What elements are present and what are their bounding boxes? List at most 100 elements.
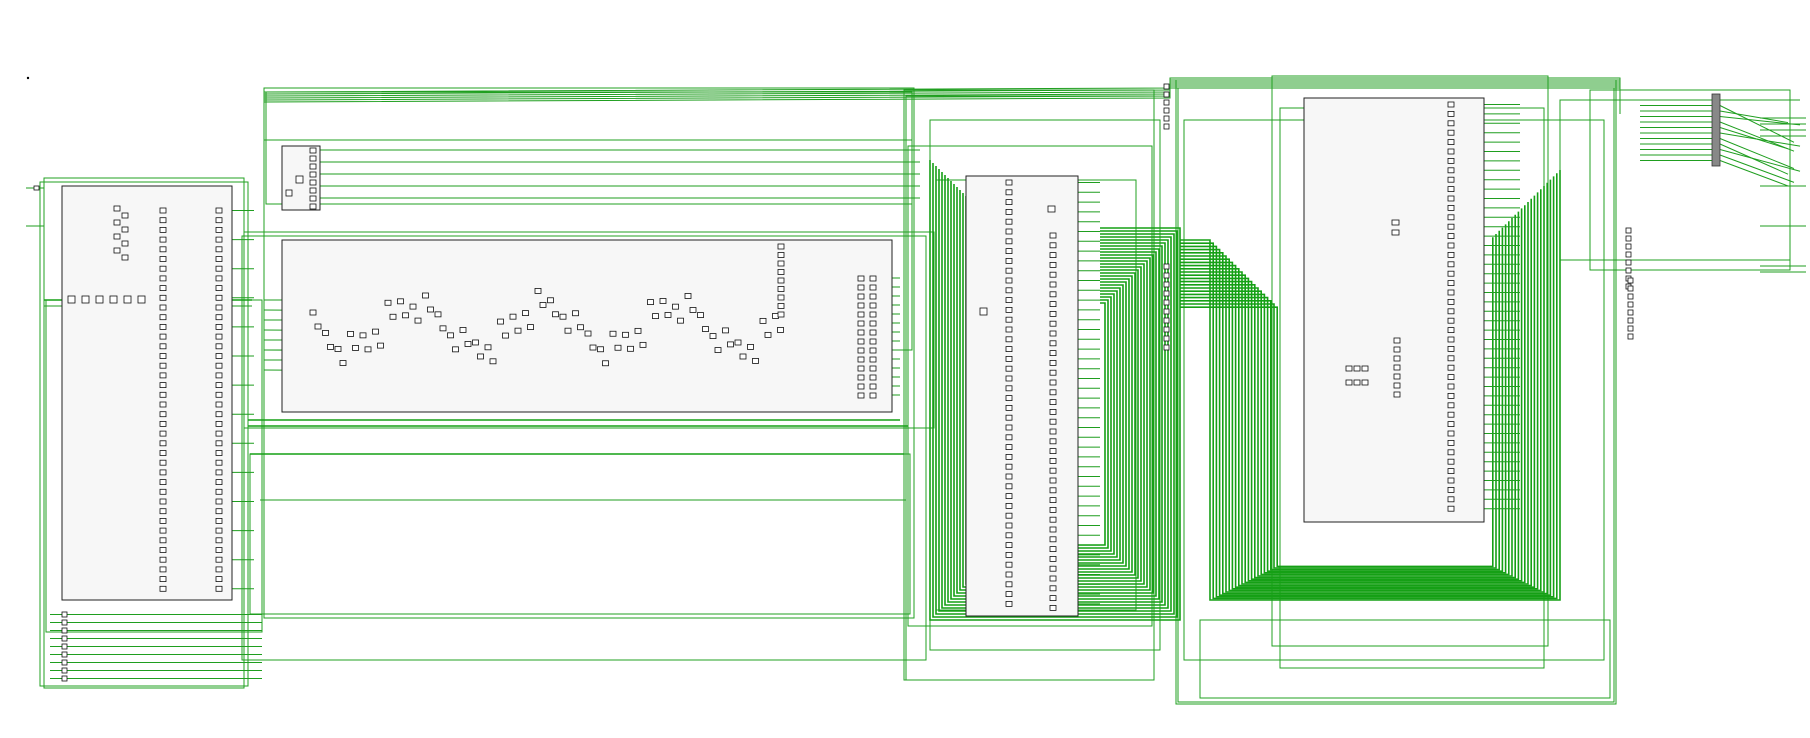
leaf-cell	[1049, 438, 1057, 445]
leaf-cell	[869, 311, 877, 318]
leaf-cell	[1361, 365, 1369, 372]
leaf-cell	[869, 356, 877, 363]
port-pin	[1625, 227, 1632, 234]
leaf-cell	[484, 344, 492, 351]
net-wire	[956, 187, 1154, 594]
leaf-cell	[215, 566, 223, 573]
block-5[interactable]	[1303, 97, 1485, 523]
leaf-cell	[1005, 424, 1013, 431]
leaf-cell	[215, 236, 223, 243]
leaf-cell	[539, 302, 547, 308]
leaf-cell	[1447, 336, 1455, 343]
leaf-cell	[1393, 373, 1401, 380]
leaf-cell	[215, 314, 223, 321]
leaf-cell	[564, 327, 572, 334]
leaf-cell	[67, 295, 76, 304]
net-wire	[962, 193, 1148, 588]
leaf-cell	[215, 556, 223, 563]
leaf-cell	[869, 365, 877, 372]
port-pin	[61, 659, 68, 666]
leaf-cell	[215, 256, 223, 262]
leaf-cell	[1005, 571, 1013, 578]
leaf-cell	[1447, 233, 1455, 240]
leaf-cell	[1049, 428, 1057, 435]
leaf-cell	[159, 469, 167, 476]
leaf-cell	[869, 293, 877, 300]
leaf-cell	[314, 323, 322, 330]
leaf-cell	[869, 347, 877, 354]
leaf-cell	[215, 488, 223, 495]
leaf-cell	[215, 382, 223, 389]
leaf-cell	[159, 556, 167, 563]
leaf-cell	[857, 311, 865, 318]
leaf-cell	[857, 365, 865, 372]
leaf-cell	[1049, 575, 1057, 582]
leaf-cell	[137, 295, 146, 304]
leaf-cell	[869, 374, 877, 381]
port-pin	[61, 643, 68, 650]
leaf-cell	[159, 226, 167, 233]
leaf-cell	[1049, 556, 1057, 562]
leaf-cell	[1049, 457, 1057, 464]
leaf-cell	[1005, 561, 1013, 568]
leaf-cell	[1049, 330, 1057, 337]
leaf-cell	[552, 311, 559, 318]
port-pin	[61, 635, 68, 642]
leaf-cell	[1005, 591, 1013, 597]
leaf-cell	[1049, 252, 1057, 259]
block-1[interactable]	[61, 185, 233, 601]
marker-dot	[26, 76, 30, 80]
leaf-cell	[614, 344, 622, 351]
port-pin	[1627, 301, 1634, 308]
block-4[interactable]	[965, 175, 1079, 617]
leaf-cell	[702, 326, 709, 332]
leaf-cell	[1049, 526, 1057, 533]
port-pin	[1627, 333, 1634, 340]
block-3[interactable]	[281, 239, 893, 413]
leaf-cell	[159, 362, 167, 369]
leaf-cell	[309, 147, 317, 154]
leaf-cell	[764, 331, 772, 338]
leaf-cell	[1447, 111, 1455, 117]
leaf-cell	[309, 179, 317, 186]
port-pin	[1627, 325, 1634, 332]
port-pin	[61, 667, 68, 674]
leaf-cell	[1005, 199, 1013, 206]
port-pin	[1625, 267, 1632, 274]
leaf-cell	[389, 313, 397, 320]
port-pin	[1163, 326, 1170, 333]
net-wire	[1180, 179, 1552, 597]
leaf-cell	[1005, 542, 1013, 548]
leaf-cell	[1005, 522, 1013, 529]
leaf-cell	[1049, 389, 1057, 396]
leaf-cell	[1005, 355, 1013, 362]
leaf-cell	[159, 537, 167, 544]
leaf-cell	[159, 585, 167, 592]
leaf-cell	[1447, 468, 1455, 475]
leaf-cell	[215, 585, 223, 592]
leaf-cell	[1049, 585, 1057, 592]
leaf-cell	[734, 339, 742, 346]
leaf-cell	[602, 360, 609, 367]
leaf-cell	[159, 294, 167, 301]
net-wire	[263, 87, 1621, 114]
leaf-cell	[1005, 189, 1013, 196]
leaf-cell	[159, 498, 167, 505]
net-wire	[929, 160, 1181, 621]
leaf-cell	[159, 527, 167, 534]
leaf-cell	[1005, 346, 1013, 353]
port-pin	[1163, 317, 1170, 324]
leaf-cell	[1049, 487, 1057, 494]
net-wire	[1719, 149, 1801, 172]
port-pin	[1627, 285, 1634, 292]
block-6[interactable]	[1711, 93, 1721, 167]
leaf-cell	[857, 374, 865, 381]
leaf-cell	[727, 341, 734, 348]
port-pin	[1163, 83, 1170, 90]
leaf-cell	[1049, 418, 1057, 425]
leaf-cell	[1005, 434, 1013, 441]
leaf-cell	[1447, 280, 1455, 287]
leaf-cell	[1447, 402, 1455, 409]
leaf-cell	[452, 346, 459, 353]
